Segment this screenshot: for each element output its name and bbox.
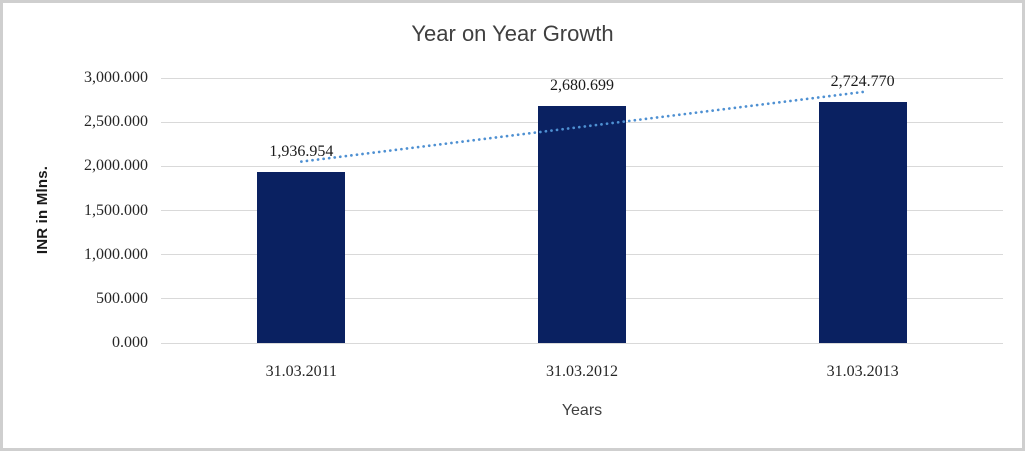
y-tick-label: 0.000	[112, 334, 148, 351]
trendline	[299, 90, 865, 163]
bar-31.03.2012	[538, 106, 626, 343]
x-axis-title: Years	[561, 402, 603, 419]
gridline	[161, 342, 1003, 344]
y-axis-tick-labels: 0.000 500.000 1,000.000 1,500.000 2,000.000 2…	[3, 3, 148, 454]
bar-data-label: 2,680.699	[550, 77, 614, 95]
bar-31.03.2011	[257, 171, 346, 343]
trendline-path	[299, 90, 865, 163]
y-tick-label: 2,000.000	[84, 157, 148, 175]
bar-data-label: 1,936.954	[269, 142, 334, 160]
y-tick-label: 1,500.000	[84, 201, 148, 219]
bar-31.03.2013	[818, 102, 907, 343]
y-tick-label: 1,000.000	[84, 245, 148, 263]
y-tick-label: 2,500.000	[84, 113, 148, 131]
bar-data-label: 2,724.770	[830, 73, 895, 91]
y-tick-label: 500.000	[96, 289, 148, 307]
plot-area: 1,936.954 2,680.699 2,724.770	[161, 73, 1003, 344]
chart-title: Year on Year Growth	[411, 21, 614, 46]
x-tick-label: 31.03.2011	[265, 363, 338, 380]
x-tick-label: 31.03.2013	[826, 363, 899, 380]
y-tick-label: 3,000.000	[84, 69, 148, 86]
x-tick-label: 31.03.2012	[546, 363, 618, 380]
gridline	[161, 77, 1003, 79]
